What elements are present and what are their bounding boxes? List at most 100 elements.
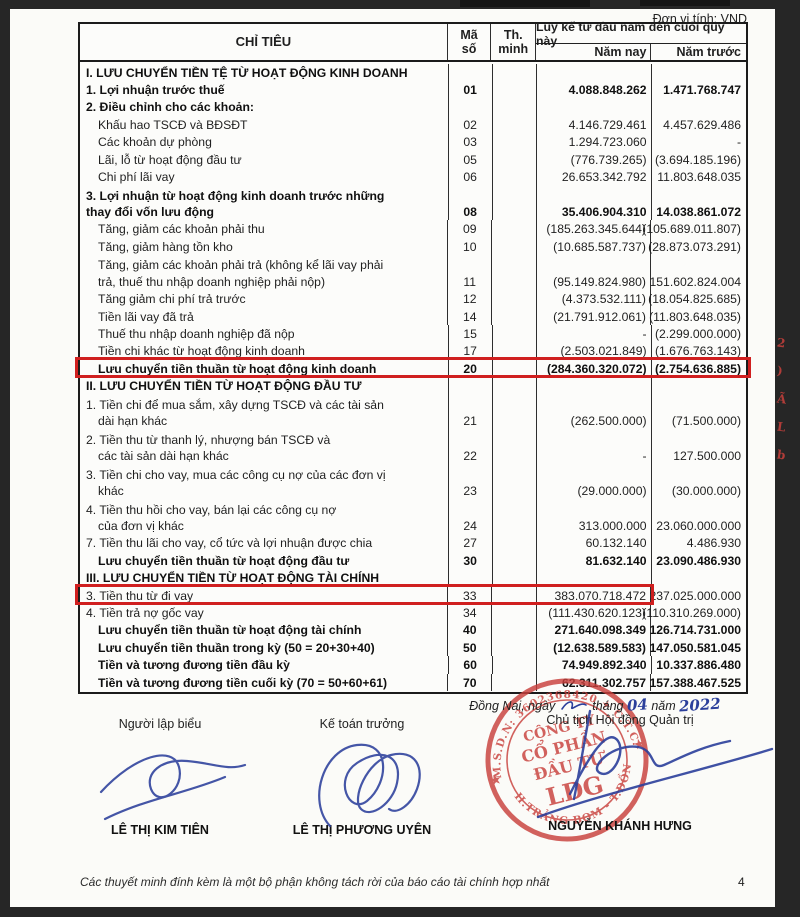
row-code <box>447 98 492 116</box>
row-label: III. LƯU CHUYỂN TIỀN TỪ HOẠT ĐỘNG TÀI CH… <box>86 571 380 586</box>
row-prior-year-value: (18.054.825.685) <box>648 290 746 308</box>
row-current-year-value: 60.132.140 <box>536 534 650 552</box>
row-note <box>491 638 536 657</box>
row-code: 50 <box>447 638 491 657</box>
row-current-year-value <box>536 98 650 116</box>
signature-block-chief-accountant: Kế toán trưởng LÊ THỊ PHƯƠNG UYÊN <box>252 717 472 847</box>
row-code: 23 <box>447 464 492 500</box>
row-current-year-value: (21.791.912.061) <box>535 307 650 325</box>
row-note <box>491 98 537 116</box>
row-note <box>491 342 537 360</box>
row-code: 33 <box>447 586 491 605</box>
section-row: III. LƯU CHUYỂN TIỀN TỪ HOẠT ĐỘNG TÀI CH… <box>80 569 746 587</box>
row-label: II. LƯU CHUYỂN TIỀN TỪ HOẠT ĐỘNG ĐẦU TƯ <box>86 379 362 394</box>
row-note <box>491 185 537 221</box>
row-current-year-value <box>536 63 650 82</box>
header-period-span: Lũy kế từ đầu năm đến cuối quý này Năm n… <box>535 20 746 60</box>
header-nam-nay: Năm nay <box>594 44 647 59</box>
row-label: 2. Điều chỉnh cho các khoản: <box>86 100 254 115</box>
row-prior-year-value: (1.676.763.143) <box>650 342 746 360</box>
table-row: Tiền lãi vay đã trả 14 (21.791.912.061) (11… <box>80 307 746 325</box>
row-label: Tăng, giảm các khoản phải thu <box>98 222 265 237</box>
row-label: 7. Tiền thu lãi cho vay, cổ tức và lợi n… <box>86 536 373 551</box>
row-current-year-value: 383.070.718.472 <box>535 586 650 605</box>
row-current-year-value: 4.088.848.262 <box>536 81 650 99</box>
row-prior-year-value: (71.500.000) <box>650 394 746 430</box>
row-prior-year-value: 23.090.486.930 <box>650 551 746 570</box>
row-current-year-value: (776.739.265) <box>536 150 650 168</box>
row-note <box>491 63 537 82</box>
header-thuyet-minh: Th. minh <box>490 24 535 60</box>
row-note <box>491 324 537 343</box>
header-so: số <box>461 41 477 56</box>
row-current-year-value: 271.640.098.349 <box>535 621 650 639</box>
row-note <box>491 115 537 134</box>
row-note <box>491 464 537 500</box>
row-code: 30 <box>447 551 492 570</box>
row-current-year-value: 74.949.892.340 <box>536 656 650 674</box>
row-label: Lưu chuyển tiền thuần từ hoạt động tài c… <box>98 623 362 638</box>
date-nam: năm <box>651 699 676 713</box>
signature-name: LÊ THỊ KIM TIÊN <box>111 823 209 837</box>
row-note <box>491 604 536 622</box>
date-prefix: Đồng Nai, ngày <box>469 699 556 713</box>
section-row: I. LƯU CHUYỂN TIỀN TỆ TỪ HOẠT ĐỘNG KINH … <box>80 63 746 82</box>
table-row: Tăng, giảm hàng tồn kho 10 (10.685.587.737… <box>80 237 746 256</box>
row-note <box>491 81 537 99</box>
row-label: Tăng giảm chi phí trả trước <box>98 292 246 307</box>
row-note <box>491 621 536 639</box>
header-ma-so: Mã số <box>446 24 491 60</box>
row-prior-year-value: 10.337.886.480 <box>650 656 746 674</box>
row-prior-year-value: 23.060.000.000 <box>650 499 746 535</box>
row-code: 70 <box>447 673 491 691</box>
table-row: Tăng, giảm các khoản phải thu 09 (185.263.… <box>80 220 746 238</box>
row-label: 4. Tiền thu hồi cho vay, bán lại các côn… <box>86 502 337 534</box>
row-prior-year-value: (11.803.648.035) <box>649 307 746 325</box>
row-code: 11 <box>447 255 491 291</box>
row-current-year-value: - <box>536 429 650 465</box>
table-row: Tiền chi khác từ hoạt động kinh doanh 17 (… <box>80 342 746 360</box>
row-code: 09 <box>447 220 491 238</box>
row-note <box>491 569 537 587</box>
row-label: Chi phí lãi vay <box>98 169 175 184</box>
table-row: Lưu chuyển tiền thuần từ hoạt động đầu t… <box>80 551 746 570</box>
row-prior-year-value: 237.025.000.000 <box>650 586 746 605</box>
table-row: Thuế thu nhập doanh nghiệp đã nộp 15 - (2.2… <box>80 324 746 343</box>
table-row: Tăng, giảm các khoản phải trả (không kể … <box>80 255 746 291</box>
row-label: Tiền lãi vay đã trả <box>98 309 194 324</box>
row-label: Các khoản dự phòng <box>98 135 212 150</box>
row-label: 3. Tiền thu từ đi vay <box>86 588 194 603</box>
signature-title: Người lập biểu <box>118 717 202 731</box>
signature-ink-preparer <box>99 754 247 821</box>
row-prior-year-value <box>650 569 746 587</box>
row-current-year-value: (111.430.620.123) <box>535 604 650 622</box>
row-label: Khấu hao TSCĐ và BĐSĐT <box>98 117 248 132</box>
date-line: Đồng Nai, ngày tháng 04 năm 2022 <box>430 695 760 716</box>
row-label: 1. Lợi nhuận trước thuế <box>86 83 225 97</box>
signature-title: Kế toán trưởng <box>319 717 405 731</box>
row-note <box>491 150 537 168</box>
row-note <box>491 359 537 378</box>
row-code: 20 <box>447 359 492 378</box>
row-label: Thuế thu nhập doanh nghiệp đã nộp <box>98 326 295 341</box>
row-prior-year-value: (2.299.000.000) <box>650 324 746 343</box>
row-current-year-value <box>536 569 650 587</box>
row-prior-year-value: 4.457.629.486 <box>650 115 746 134</box>
row-current-year-value: (10.685.587.737) <box>535 237 650 256</box>
table-row: 1. Tiền chi để mua sắm, xây dựng TSCĐ và… <box>80 394 746 430</box>
row-prior-year-value: 126.714.731.000 <box>650 621 746 639</box>
header-th: Th. <box>503 27 523 42</box>
handwritten-day <box>560 701 587 710</box>
row-note <box>491 220 536 238</box>
row-code: 27 <box>447 534 492 552</box>
row-prior-year-value: 127.500.000 <box>650 429 746 465</box>
date-thang: tháng <box>592 699 624 713</box>
row-note <box>491 377 537 395</box>
row-label: Tiền chi khác từ hoạt động kinh doanh <box>98 344 305 359</box>
row-current-year-value: (262.500.000) <box>536 394 650 430</box>
row-note <box>491 499 537 535</box>
row-label: 2. Tiền thu từ thanh lý, nhượng bán TSCĐ… <box>86 432 331 464</box>
row-prior-year-value <box>650 98 746 116</box>
row-current-year-value: (4.373.532.111) <box>535 290 650 308</box>
row-label: Tiền và tương đương tiền cuối kỳ (70 = 5… <box>98 675 388 690</box>
